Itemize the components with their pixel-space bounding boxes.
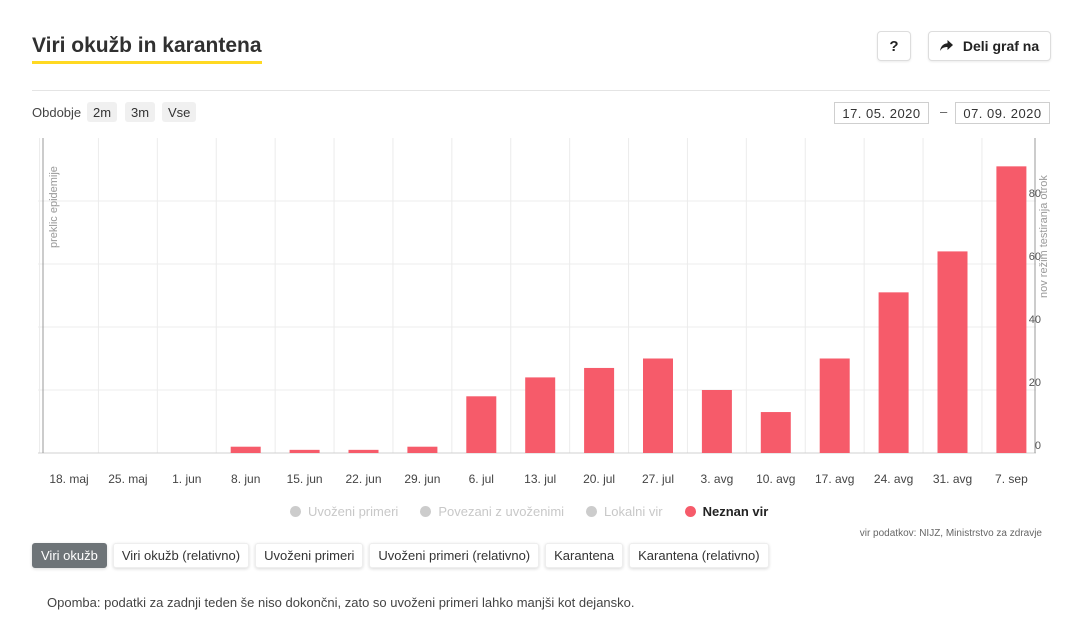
- period-3m-button[interactable]: 3m: [125, 102, 156, 122]
- share-label: Deli graf na: [962, 38, 1040, 54]
- y-tick-label: 60: [1029, 251, 1041, 263]
- legend-label: Lokalni vir: [604, 504, 663, 519]
- x-tick-label: 31. avg: [933, 472, 972, 486]
- legend-item-unknown[interactable]: Neznan vir: [684, 504, 769, 519]
- period-label: Obdobje: [32, 105, 82, 120]
- x-tick-label: 1. jun: [172, 472, 201, 486]
- page-title: Viri okužb in karantena: [32, 33, 262, 64]
- legend-dot: [290, 506, 301, 517]
- bar: [819, 358, 850, 453]
- infection-sources-chart: preklic epidemije nov režim testiranja ot…: [38, 138, 1050, 486]
- help-label: ?: [889, 37, 899, 55]
- tab-sources-relative[interactable]: Viri okužb (relativno): [112, 543, 250, 568]
- bar: [760, 412, 791, 453]
- bar: [230, 446, 261, 453]
- period-all-button[interactable]: Vse: [162, 102, 197, 122]
- bar: [701, 390, 732, 453]
- date-from-input[interactable]: 17. 05. 2020: [834, 102, 929, 124]
- x-tick-label: 18. maj: [49, 472, 88, 486]
- x-tick-label: 7. sep: [995, 472, 1028, 486]
- x-tick-label: 20. jul: [583, 472, 615, 486]
- legend-label: Povezani z uvoženimi: [438, 504, 565, 519]
- tab-sources[interactable]: Viri okužb: [32, 543, 107, 568]
- x-tick-label: 22. jun: [345, 472, 381, 486]
- period-2m-button[interactable]: 2m: [87, 102, 118, 122]
- bar: [289, 449, 320, 453]
- legend-item-local[interactable]: Lokalni vir: [586, 504, 663, 519]
- legend-label: Neznan vir: [702, 504, 769, 519]
- x-tick-label: 27. jul: [642, 472, 674, 486]
- footnote: Opomba: podatki za zadnji teden še niso …: [47, 595, 635, 610]
- y-tick-label: 80: [1029, 188, 1041, 200]
- legend-item-import-related[interactable]: Povezani z uvoženimi: [420, 504, 564, 519]
- bar: [996, 166, 1027, 453]
- help-button[interactable]: ?: [877, 31, 911, 61]
- legend-dot: [420, 506, 432, 517]
- annotation-label: nov režim testiranja otrok: [1038, 175, 1050, 298]
- bar: [525, 377, 556, 453]
- chart-legend: Uvoženi primeri Povezani z uvoženimi Lok…: [290, 504, 768, 519]
- date-to-input[interactable]: 07. 09. 2020: [955, 102, 1050, 124]
- legend-dot: [586, 506, 598, 517]
- bar: [878, 292, 909, 453]
- x-tick-label: 13. jul: [524, 472, 556, 486]
- bar: [643, 358, 673, 453]
- bar: [937, 251, 968, 453]
- legend-label: Uvoženi primeri: [308, 504, 399, 519]
- bar: [466, 396, 497, 453]
- bar: [348, 449, 379, 453]
- legend-dot: [684, 506, 696, 517]
- annotation-label: preklic epidemije: [48, 166, 60, 248]
- bar: [584, 367, 615, 453]
- tab-quarantine[interactable]: Karantena: [545, 543, 624, 568]
- x-tick-label: 3. avg: [701, 472, 734, 486]
- tab-quarantine-relative[interactable]: Karantena (relativno): [629, 543, 769, 568]
- x-tick-label: 15. jun: [287, 472, 323, 486]
- x-tick-label: 24. avg: [874, 472, 913, 486]
- y-tick-label: 20: [1029, 377, 1041, 389]
- date-separator: –: [940, 104, 948, 119]
- x-tick-label: 29. jun: [404, 472, 440, 486]
- x-tick-label: 10. avg: [756, 472, 795, 486]
- header-divider: [32, 90, 1050, 91]
- chart-tabs: Viri okužb Viri okužb (relativno) Uvožen…: [32, 543, 769, 568]
- y-tick-label: 40: [1029, 314, 1041, 326]
- share-arrow-icon: [939, 40, 953, 51]
- tab-imported-relative[interactable]: Uvoženi primeri (relativno): [369, 543, 540, 568]
- x-tick-label: 8. jun: [231, 472, 260, 486]
- tab-imported[interactable]: Uvoženi primeri: [255, 543, 364, 568]
- bar: [407, 446, 438, 453]
- x-tick-label: 17. avg: [815, 472, 854, 486]
- data-source: vir podatkov: NIJZ, Ministrstvo za zdrav…: [859, 528, 1042, 539]
- x-tick-label: 6. jul: [469, 472, 494, 486]
- legend-item-imported[interactable]: Uvoženi primeri: [290, 504, 398, 519]
- x-tick-label: 25. maj: [108, 472, 147, 486]
- y-tick-label: 0: [1035, 440, 1041, 452]
- share-button[interactable]: Deli graf na: [928, 31, 1051, 61]
